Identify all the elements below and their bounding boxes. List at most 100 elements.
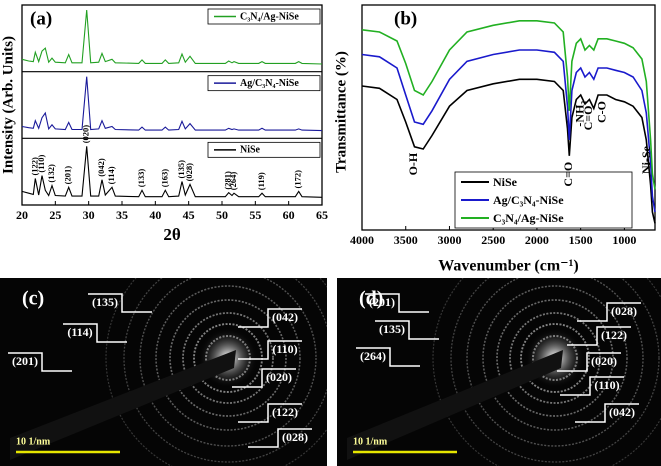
band-label: Ni-Se (639, 145, 653, 174)
x-tick-label: 30 (83, 208, 95, 222)
x-tick-label: 55 (249, 208, 261, 222)
plane-label: (135) (92, 295, 118, 309)
scale-bar-label: 10 1/nm (353, 436, 388, 447)
plane-label: (122) (272, 405, 298, 419)
x-tick-label: 50 (216, 208, 228, 222)
plane-label: (264) (360, 349, 386, 363)
y-axis-title: Intensity (Arb. Units) (0, 36, 16, 174)
band-label: -NH₂ (572, 101, 586, 127)
peak-label: (132) (46, 164, 56, 183)
band-label: C=O (561, 162, 575, 187)
band-label: O-H (406, 152, 420, 175)
panel-label: (c) (22, 288, 44, 310)
ftir-line (361, 20, 656, 190)
label-bracket (238, 308, 302, 328)
plot-frame (21, 4, 323, 206)
plane-label: (201) (369, 295, 395, 309)
scale-bar-label: 10 1/nm (16, 436, 51, 447)
diffraction-ring (169, 299, 287, 417)
legend-box (207, 8, 321, 25)
x-tick-label: 4000 (350, 233, 374, 247)
legend-label: C₃N₄/Ag-NiSe (493, 211, 564, 225)
ftir-line (361, 49, 656, 213)
legend-label: NiSe (493, 175, 518, 189)
peak-label: (042) (96, 158, 106, 177)
xrd-line (21, 9, 323, 65)
beam-stop (347, 350, 563, 460)
x-tick-label: 2000 (525, 233, 549, 247)
peak-label: (028) (184, 163, 194, 182)
x-tick-label: 1500 (569, 233, 593, 247)
y-axis-title: Transmittance (%) (333, 51, 349, 173)
label-bracket (248, 428, 312, 448)
plane-label: (020) (591, 354, 617, 368)
peak-label: (163) (159, 169, 169, 188)
plane-label: (042) (272, 310, 298, 324)
x-tick-label: 45 (183, 208, 195, 222)
plane-label: (114) (67, 325, 92, 339)
label-bracket (567, 326, 631, 346)
diffraction-ring (482, 285, 628, 431)
peak-label: (281) (223, 171, 233, 190)
peak-label: (119) (256, 172, 266, 190)
legend-box (207, 75, 321, 92)
peak-label: (133) (136, 169, 146, 188)
panel-label: (d) (359, 288, 383, 310)
plane-label: (042) (609, 405, 635, 419)
diffraction-ring (155, 285, 301, 431)
label-bracket (88, 293, 152, 313)
diffraction-ring (466, 269, 644, 447)
label-bracket (63, 323, 127, 343)
plane-label: (201) (12, 354, 38, 368)
diffraction-ring (496, 299, 614, 417)
x-axis-title: Wavenumber (cm⁻¹) (438, 258, 578, 275)
panel-label: (a) (30, 8, 52, 29)
label-bracket (375, 320, 439, 340)
x-tick-label: 1000 (612, 233, 636, 247)
plane-label: (135) (379, 322, 405, 336)
legend-box (207, 141, 321, 158)
label-bracket (8, 352, 72, 372)
peak-label: (122) (29, 157, 39, 176)
ftir-line (361, 78, 656, 224)
x-tick-label: 25 (49, 208, 61, 222)
label-bracket (575, 403, 639, 423)
legend-label: Ag/C₃N₄-NiSe (240, 78, 299, 89)
xrd-line (21, 146, 323, 198)
beam-stop (10, 350, 236, 460)
plane-label: (028) (611, 304, 637, 318)
label-bracket (356, 347, 420, 367)
x-tick-label: 40 (149, 208, 161, 222)
diffraction-ring (509, 312, 601, 404)
x-tick-label: 35 (116, 208, 128, 222)
legend-label: NiSe (240, 145, 261, 156)
x-tick-label: 20 (16, 208, 28, 222)
panel-label: (b) (394, 8, 417, 29)
label-bracket (238, 340, 302, 360)
x-axis-title: 2θ (163, 225, 181, 244)
peak-label: (135) (176, 160, 186, 179)
plane-label: (122) (601, 328, 627, 342)
peak-label: (114) (106, 166, 116, 184)
plot-frame (361, 4, 656, 231)
x-tick-label: 65 (316, 208, 328, 222)
plane-label: (028) (282, 430, 308, 444)
label-bracket (560, 376, 624, 396)
diffraction-ring (123, 253, 333, 463)
diffraction-ring (182, 312, 274, 404)
plane-label: (020) (266, 370, 292, 384)
legend-label: Ag/C₃N₄-NiSe (493, 193, 564, 207)
diffraction-ring (139, 269, 317, 447)
band-label: C=O (581, 106, 595, 131)
x-tick-label: 60 (283, 208, 295, 222)
x-tick-label: 3500 (394, 233, 418, 247)
plane-label: (110) (272, 342, 297, 356)
label-bracket (365, 293, 429, 313)
peak-label: (172) (293, 170, 303, 189)
plane-label: (110) (594, 378, 619, 392)
peak-label: (110) (36, 154, 46, 172)
label-bracket (238, 403, 302, 423)
peak-label: (020) (81, 125, 91, 144)
band-label: C-O (594, 101, 608, 123)
